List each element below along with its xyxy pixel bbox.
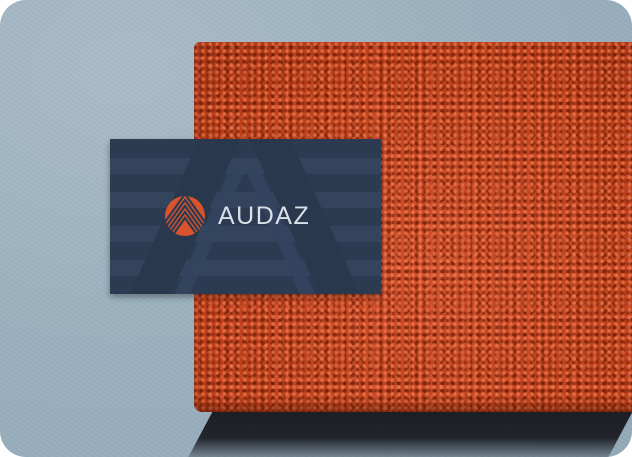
striped-circle-chevron-icon xyxy=(165,196,205,236)
brand-wordmark: AUDAZ xyxy=(218,201,311,230)
business-card: AUDAZ xyxy=(110,139,381,294)
brand-logo: AUDAZ xyxy=(163,194,310,238)
orange-foam-brick xyxy=(194,42,632,412)
